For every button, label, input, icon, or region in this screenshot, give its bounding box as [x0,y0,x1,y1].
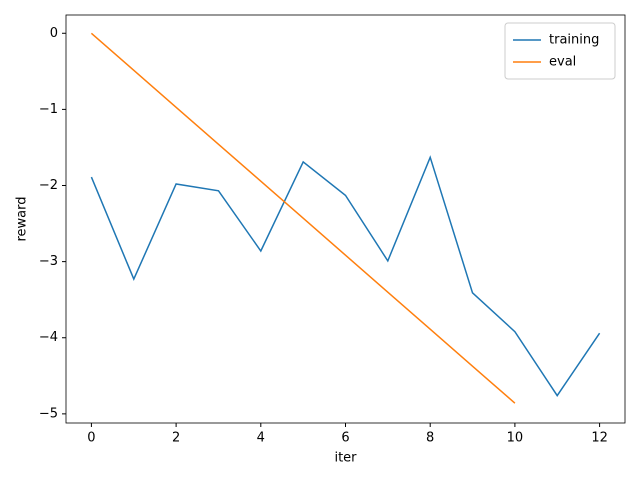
line [90,32,516,404]
y-axis-label: reward [15,196,30,241]
legend-label: eval [549,55,576,70]
y-tick-label: −3 [39,254,58,269]
y-tick-label: −2 [39,178,58,193]
x-tick-label: 10 [507,431,524,446]
x-tick-label: 4 [257,431,265,446]
x-tick-label: 2 [172,431,180,446]
y-tick-label: −1 [39,102,58,117]
legend-box [504,22,616,80]
x-tick-label: 8 [426,431,434,446]
x-tick-label: 6 [341,431,349,446]
y-tick-label: −5 [39,406,58,421]
x-axis-label: iter [334,451,357,466]
legend-label: training [549,33,599,48]
y-tick-label: −4 [39,330,58,345]
y-tick-label: 0 [50,26,58,41]
x-tick-label: 12 [591,431,608,446]
x-tick-label: 0 [87,431,95,446]
line [90,155,601,397]
plot-frame [65,14,626,424]
